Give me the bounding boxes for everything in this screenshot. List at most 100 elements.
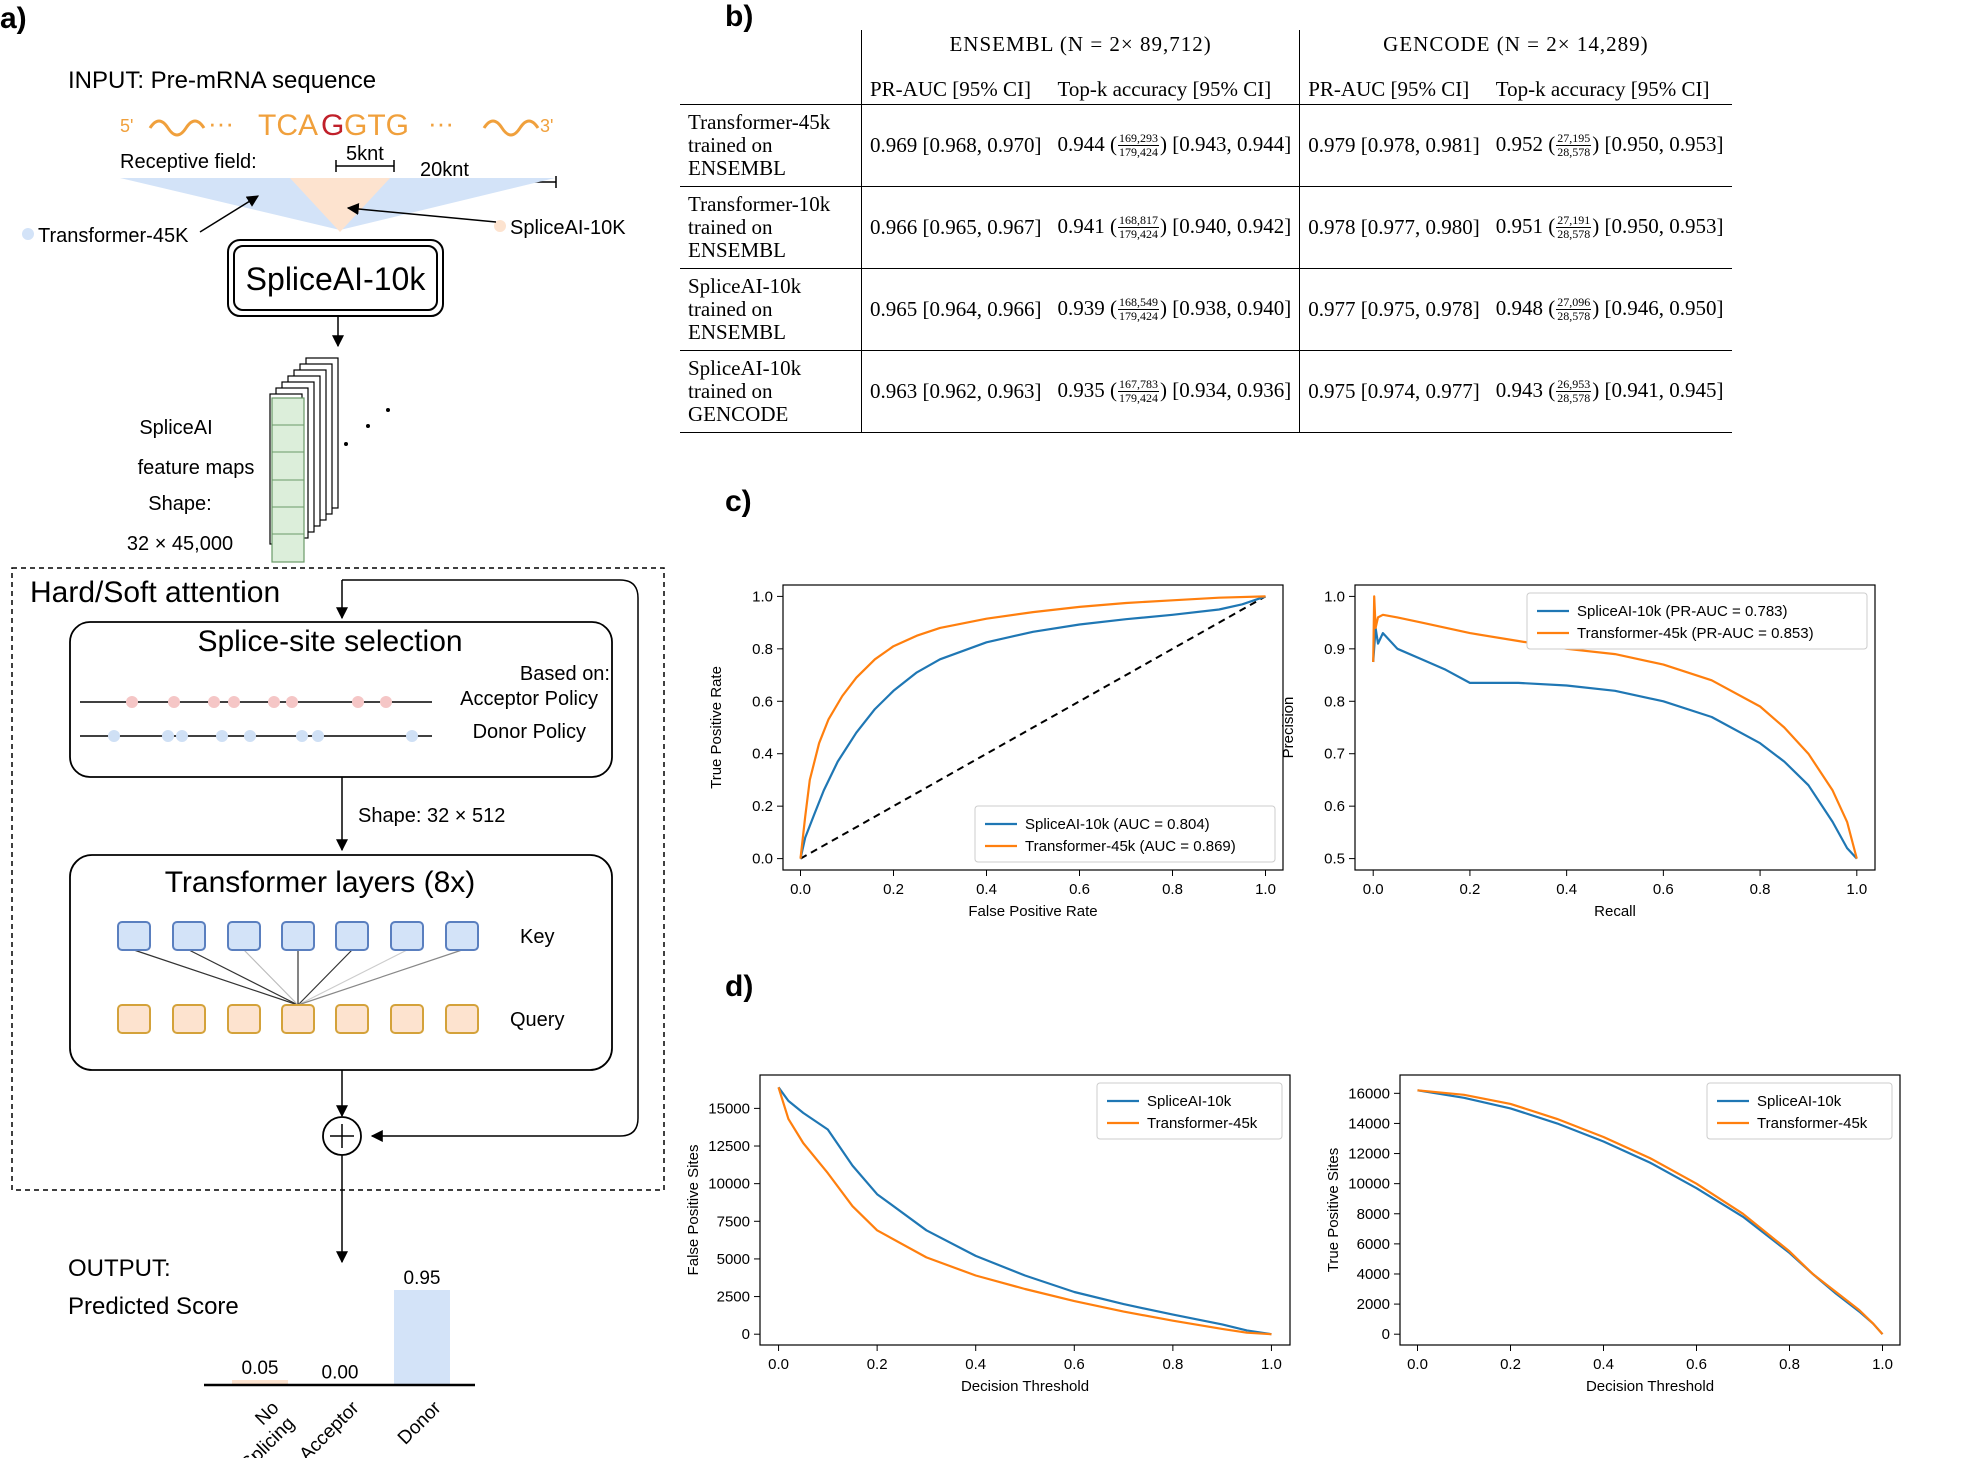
model-name-line: Transformer-10k: [688, 192, 831, 216]
frac-den: 28,578: [1557, 145, 1591, 160]
seq-left: TCA: [258, 109, 318, 142]
attention-title: Hard/Soft attention: [30, 576, 280, 609]
col-ensembl-topk: Top-k accuracy [95% CI]: [1049, 75, 1301, 105]
ensembl-topk-cell: 0.935 (167,783 179,424) [0.934, 0.936]: [1049, 350, 1301, 433]
pr-ylabel: Precision: [1280, 697, 1297, 759]
topk-ci: [0.941, 0.945]: [1604, 377, 1724, 402]
pr-legend-label-0: SpliceAI-10k (PR-AUC = 0.783): [1577, 603, 1788, 620]
roc-legend-box: [974, 805, 1276, 863]
feature-map-stack: [269, 357, 390, 563]
topk-value: 0.935: [1057, 377, 1105, 402]
model-name-line: trained on: [688, 297, 773, 321]
gencode-topk-cell: 0.952 (27,195 28,578) [0.950, 0.953]: [1487, 104, 1732, 187]
model-name-line: SpliceAI-10k: [688, 356, 802, 380]
legend-dot-spliceai: [494, 220, 506, 232]
topk-value: 0.951: [1495, 213, 1543, 238]
frac-num: 168,549: [1118, 295, 1159, 311]
plots-svg: 0.0 0.2 0.4 0.6 0.8 1.0 0.0 0.2 0.4 0.6 0.8 1.0 Fals…: [685, 584, 1901, 1395]
model-name-line: SpliceAI-10k: [688, 274, 802, 298]
score-label-1: Acceptor: [296, 1397, 364, 1463]
tps-ylabel: True Positive Sites: [1325, 1148, 1342, 1273]
transformer-title: Transformer layers (8x): [165, 866, 476, 899]
feature-maps-line2: feature maps: [138, 457, 255, 479]
skip-connection: [342, 579, 639, 1142]
pr-xtick-label: 1.0: [1846, 881, 1867, 898]
tps-ytick-label: 14000: [1348, 1115, 1390, 1132]
roc-xtick-label: 0.2: [883, 881, 904, 898]
donor-policy-label: Donor Policy: [473, 721, 586, 743]
tps-legend-label-1: Transformer-45k: [1757, 1115, 1868, 1132]
frac-den: 179,424: [1119, 227, 1158, 242]
pr-xtick-label: 0.2: [1459, 881, 1480, 898]
legend-spliceai: SpliceAI-10K: [510, 217, 626, 239]
tps-ytick-label: 2000: [1357, 1296, 1390, 1313]
fps-xtick-label: 0.4: [965, 1356, 986, 1373]
results-table: ENSEMBL (N = 2× 89,712) GENCODE (N = 2× …: [680, 30, 1732, 433]
gencode-topk-cell: 0.943 (26,953 28,578) [0.941, 0.945]: [1487, 350, 1732, 433]
ensembl-prauc-cell: 0.969 [0.968, 0.970]: [861, 104, 1050, 187]
tps-ytick-label: 0: [1382, 1326, 1390, 1343]
frac-num: 26,953: [1556, 377, 1592, 393]
fps-ytick-label: 7500: [717, 1213, 750, 1230]
roc-ytick-label: 0.8: [752, 641, 773, 658]
roc-legend-label-1: Transformer-45k (AUC = 0.869): [1025, 838, 1236, 855]
gencode-prauc-cell: 0.978 [0.977, 0.980]: [1299, 186, 1488, 269]
wave-right: [482, 119, 540, 137]
model-name-line: GENCODE: [688, 402, 789, 426]
rf-20knt: 20knt: [420, 159, 469, 181]
gencode-prauc-cell: 0.977 [0.975, 0.978]: [1299, 268, 1488, 351]
fps-series-0-line: [777, 1086, 1272, 1336]
topk-ci: [0.934, 0.936]: [1172, 377, 1292, 402]
group-ensembl: ENSEMBL (N = 2× 89,712): [861, 30, 1301, 75]
fps-ytick-label: 15000: [708, 1100, 750, 1117]
legend-transformer: Transformer-45K: [38, 225, 189, 247]
tps-ytick-label: 10000: [1348, 1176, 1390, 1193]
based-on-label: Based on:: [520, 663, 610, 685]
col-gencode-topk: Top-k accuracy [95% CI]: [1487, 75, 1732, 105]
fps-ytick-label: 12500: [708, 1138, 750, 1155]
model-name-line: ENSEMBL: [688, 156, 787, 180]
table-row: SpliceAI-10k trained on ENSEMBL 0.965 [0.96…: [680, 268, 1732, 351]
roc-xtick-label: 0.0: [790, 881, 811, 898]
table-row: SpliceAI-10k trained on GENCODE 0.963 [0.96…: [680, 350, 1732, 433]
pr-ytick-label: 0.9: [1324, 641, 1345, 658]
roc-xtick-label: 1.0: [1255, 881, 1276, 898]
fps-ylabel: False Positive Sites: [685, 1145, 702, 1276]
roc-xtick-label: 0.8: [1162, 881, 1183, 898]
fps-xtick-label: 0.0: [768, 1356, 789, 1373]
key-label: Key: [520, 926, 554, 948]
topk-value: 0.948: [1495, 295, 1543, 320]
roc-xtick-label: 0.4: [976, 881, 997, 898]
topk-value: 0.952: [1495, 131, 1543, 156]
panel-label-a: a): [0, 2, 27, 35]
model-name-line: ENSEMBL: [688, 238, 787, 262]
panel-label-b: b): [725, 0, 754, 33]
tps-chart: 0.0 0.2 0.4 0.6 0.8 1.0 0 2000 4000 6000 8000 10000…: [1325, 1074, 1901, 1395]
topk-value: 0.943: [1495, 377, 1543, 402]
ensembl-prauc-cell: 0.963 [0.962, 0.963]: [861, 350, 1050, 433]
ensembl-prauc-cell: 0.965 [0.964, 0.966]: [861, 268, 1050, 351]
topk-ci: [0.938, 0.940]: [1172, 295, 1292, 320]
panel-label-c: c): [725, 485, 752, 518]
acceptor-policy-label: Acceptor Policy: [460, 688, 598, 710]
roc-chance-line: [800, 595, 1266, 860]
shape-512-label: Shape: 32 × 512: [358, 805, 505, 827]
model-name-line: trained on: [688, 379, 773, 403]
spliceai-box-inner: [233, 245, 438, 311]
score-bar-0: [232, 1380, 288, 1385]
fps-ytick-label: 2500: [717, 1289, 750, 1306]
gencode-topk-cell: 0.951 (27,191 28,578) [0.950, 0.953]: [1487, 186, 1732, 269]
topk-fraction: 167,783 179,424: [1118, 378, 1159, 405]
tps-ytick-label: 16000: [1348, 1085, 1390, 1102]
legend-dot-transformer: [22, 228, 34, 240]
pr-ytick-label: 1.0: [1324, 588, 1345, 605]
spliceai-box-title: SpliceAI-10k: [246, 261, 427, 297]
roc-ytick-label: 0.0: [752, 851, 773, 868]
roc-ytick-label: 0.2: [752, 798, 773, 815]
topk-ci: [0.946, 0.950]: [1604, 295, 1724, 320]
attention-block: [11, 567, 665, 1191]
score-value-2: 0.95: [404, 1268, 441, 1289]
topk-fraction: 169,293 179,424: [1118, 132, 1159, 159]
score-label-line: Donor: [394, 1397, 446, 1449]
roc-ytick-label: 0.6: [752, 693, 773, 710]
